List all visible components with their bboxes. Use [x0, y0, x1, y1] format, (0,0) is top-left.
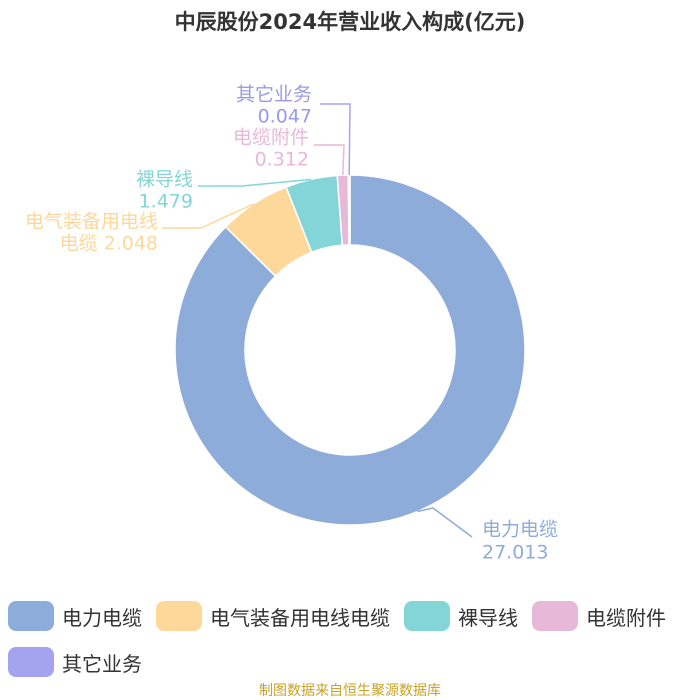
- label-value-0: 27.013: [482, 542, 548, 564]
- label-value-3: 0.312: [255, 149, 309, 171]
- legend-swatch-0: [8, 601, 54, 631]
- label-name-0: 电力电缆: [482, 519, 558, 541]
- label-name-2: 裸导线: [136, 169, 193, 191]
- leader-line-2: [198, 178, 312, 187]
- leader-line-4: [320, 103, 351, 176]
- leader-line-3: [314, 144, 345, 176]
- legend-label-2: 裸导线: [458, 605, 518, 630]
- label-name-3: 电缆附件: [233, 127, 309, 149]
- legend-item-4[interactable]: 其它业务: [8, 646, 142, 678]
- label-value-2: 1.479: [139, 191, 193, 213]
- legend-swatch-1: [156, 601, 202, 631]
- donut-slice-4[interactable]: [347, 174, 351, 246]
- legend-label-0: 电力电缆: [62, 605, 142, 630]
- leader-line-0: [417, 507, 473, 538]
- legend-label-4: 其它业务: [62, 651, 142, 676]
- legend-item-2[interactable]: 裸导线: [404, 600, 518, 632]
- donut-slice-0[interactable]: [174, 174, 526, 526]
- label-value-4: 0.047: [258, 106, 312, 128]
- legend-label-3: 电缆附件: [586, 605, 666, 630]
- label-name-4: 其它业务: [236, 84, 312, 106]
- source-note: 制图数据来自恒生聚源数据库: [259, 683, 441, 699]
- leader-line-1: [162, 203, 255, 229]
- label-value-1: 电缆 2.048: [60, 233, 158, 255]
- legend-swatch-2: [404, 601, 450, 631]
- legend-swatch-3: [532, 601, 578, 631]
- legend-item-3[interactable]: 电缆附件: [532, 600, 666, 632]
- legend-label-1: 电气装备用电线电缆: [210, 605, 390, 630]
- legend-item-0[interactable]: 电力电缆: [8, 600, 142, 632]
- legend-item-1[interactable]: 电气装备用电线电缆: [156, 600, 390, 632]
- legend-swatch-4: [8, 647, 54, 677]
- legend: 电力电缆 电气装备用电线电缆 裸导线 电缆附件 其它业务: [8, 600, 698, 678]
- label-name-1: 电气装备用电线: [25, 211, 158, 233]
- chart-title: 中辰股份2024年营业收入构成(亿元): [174, 10, 526, 34]
